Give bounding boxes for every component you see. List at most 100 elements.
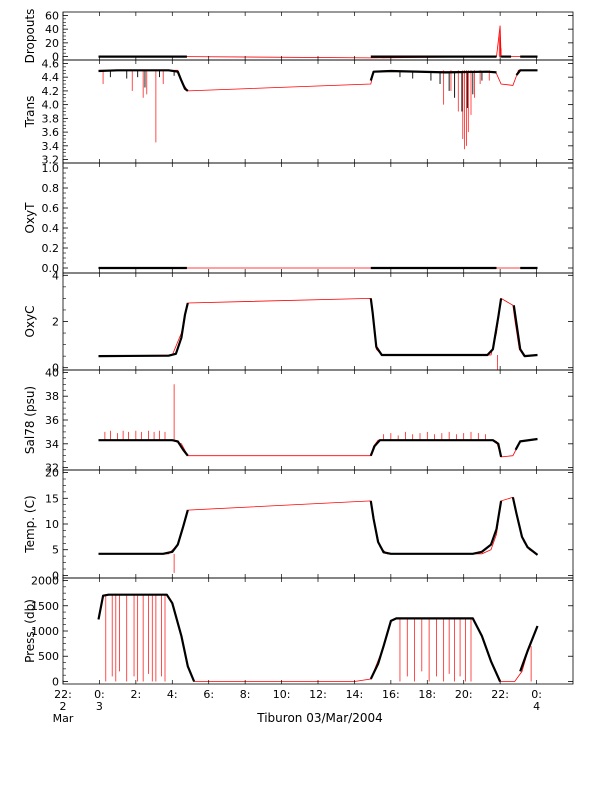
series-black-oxyc [512,305,538,358]
y-tick-label: 4.6 [42,57,60,70]
y-tick-label: 0.6 [42,202,60,215]
x-tick-label: 8: [240,688,251,701]
y-tick-label: 40 [45,366,59,379]
panel-frame [62,162,574,274]
y-tick-label: 0.0 [42,262,60,275]
x-tick-label: 10: [273,688,291,701]
series-black-trans [369,69,497,81]
y-axis-title-press: Press. (db) [23,599,37,663]
series-black-temp [98,509,189,555]
y-tick-label: 0 [52,569,59,582]
y-tick-label: 2 [52,316,59,329]
y-tick-label: 0.2 [42,242,60,255]
y-tick-label: 10 [45,518,59,531]
y-tick-label: 4.4 [42,71,60,84]
x-tick-label: 18: [418,688,436,701]
series-red-dropouts [98,25,538,59]
y-tick-label: 0.4 [42,222,60,235]
series-black-oxyc [369,298,503,357]
series-black-press [369,617,502,682]
y-tick-label: 60 [45,9,59,22]
y-tick-label: 0 [52,362,59,375]
y-tick-label: 500 [38,650,59,663]
plot-area-temp [98,496,539,573]
x-tick-label: 12: [309,688,327,701]
y-tick-label: 1.0 [42,162,60,175]
y-tick-label: 20 [45,467,59,480]
y-tick-label: 4.2 [42,85,60,98]
y-tick-label: 4 [52,269,59,282]
y-tick-label: 2000 [31,575,59,588]
x-tick-label: 6: [203,688,214,701]
y-tick-label: 3.4 [42,140,60,153]
y-axis-title-sal: Sal78 (psu) [23,386,37,454]
panel-frame [62,59,574,164]
panel-trans: 3.23.43.63.84.04.24.44.6 Trans [23,57,574,167]
y-tick-label: 34 [45,438,59,451]
y-axis-title-oxyc: OxyC [23,305,37,337]
x-tick-label: 3 [96,700,103,713]
x-tick-label: 0: [94,688,105,701]
y-tick-label: 32 [45,462,59,475]
y-tick-label: 5 [52,544,59,557]
y-tick-label: 3.8 [42,112,60,125]
y-axis-title-dropouts: Dropouts [23,9,37,64]
y-tick-label: 38 [45,390,59,403]
y-axis-title-temp: Temp. (C) [23,495,37,553]
series-red-press [98,594,538,682]
series-black-press [97,593,196,682]
y-tick-label: 36 [45,414,59,427]
panel-frame [62,369,574,471]
panels-layer: 0204060Dropouts3.23.43.63.84.04.24.44.6T… [23,9,574,688]
y-tick-label: 0 [52,675,59,688]
x-tick-label: 2: [130,688,141,701]
series-black-trans [98,69,189,92]
y-tick-label: 3.2 [42,154,60,167]
series-black-sal [369,439,503,458]
y-tick-label: 40 [45,23,59,36]
series-black-oxyc [98,302,189,358]
panel-sal: 32 34 36 38 40 Sal78 (psu) [23,366,574,475]
series-red-sal [98,438,538,458]
series-black-trans [515,69,538,76]
x-tick-label: 4: [167,688,178,701]
series-black-sal [514,437,538,451]
x-tick-label: 0: [531,688,542,701]
y-tick-label: 0.8 [42,182,60,195]
series-black-sal [98,439,189,457]
plot-area-dropouts [98,25,538,59]
series-black-temp [511,497,539,556]
y-tick-label: 15 [45,492,59,505]
panel-oxyt: 0.0 0.2 0.4 0.6 0.8 1.0 OxyT [23,162,574,275]
x-axis-title: Tiburon 03/Mar/2004 [256,711,382,725]
plot-area-sal [98,384,538,458]
x-tick-label: 14: [346,688,364,701]
plot-area-press [97,593,539,682]
series-red-oxyc [98,297,538,357]
x-tick-label: Mar [53,712,74,725]
y-tick-label: 1500 [31,600,59,613]
y-axis-title-oxyt: OxyT [23,202,37,234]
y-tick-label: 0 [52,51,59,64]
series-red-temp [98,496,538,556]
plot-area-trans [98,69,538,150]
panel-oxyc: 0 2 4 OxyC [23,269,574,375]
series-black-press [519,625,539,672]
x-tick-label: 16: [382,688,400,701]
x-tick-label: 2 [60,700,67,713]
x-tick-label: 20: [455,688,473,701]
y-tick-label: 4.0 [42,99,60,112]
plot-area-oxyc [98,297,538,370]
panel-temp: 0 5 10 15 20 Temp. (C) [23,467,574,582]
x-tick-label: 22: [491,688,509,701]
x-tick-label: 4 [533,700,540,713]
panel-frame [62,11,574,61]
series-red-trans [98,69,538,92]
x-tick-label: 22: [54,688,72,701]
panel-press: 0 500 1000 1500 2000 Press. (db) [23,575,574,688]
y-axis-title-trans: Trans [23,96,37,129]
y-tick-label: 20 [45,37,59,50]
